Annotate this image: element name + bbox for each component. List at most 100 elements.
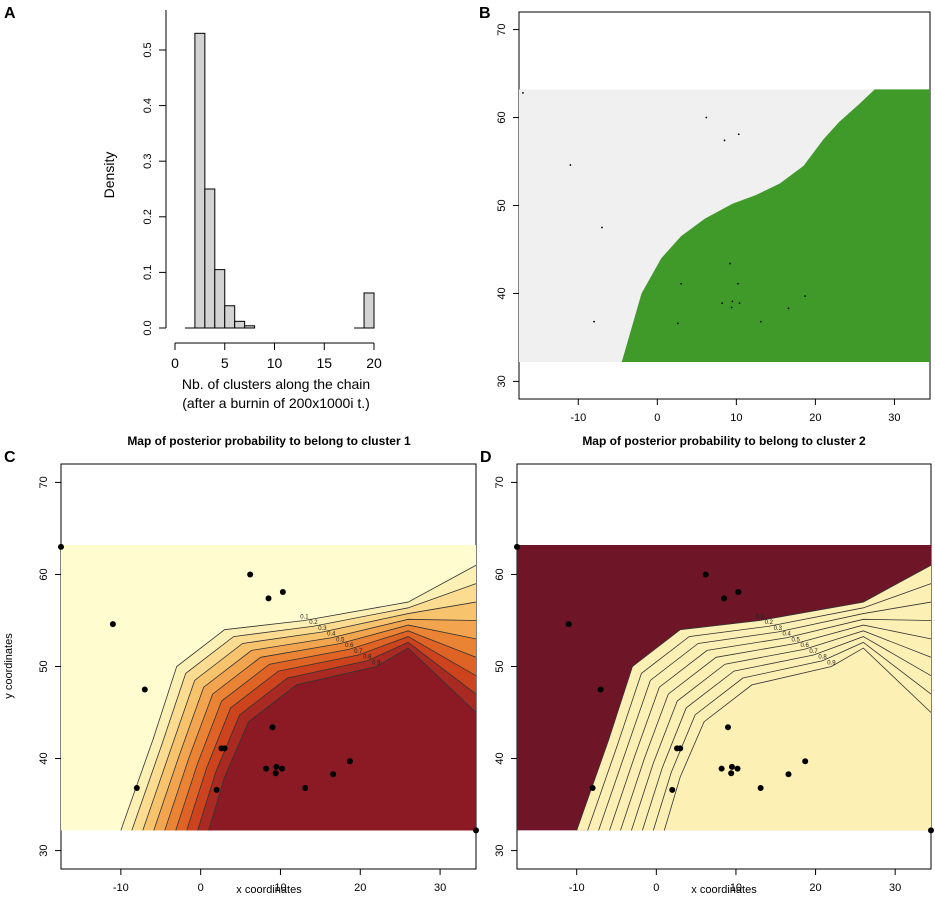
histogram-panel: 0.0 0.1 0.2 0.3 0.4 0.5 0 5 10 15 20 Density Nb. … bbox=[101, 10, 382, 411]
y-tick-label: 60 bbox=[494, 568, 506, 580]
histogram-bar bbox=[234, 320, 246, 329]
x-axis-label: Nb. of clusters along the chain bbox=[182, 376, 370, 392]
y-tick-label: 60 bbox=[38, 568, 50, 580]
y-tick-label: 40 bbox=[494, 752, 506, 764]
contour-line bbox=[131, 583, 477, 831]
x-axis-sublabel: (after a burnin of 200x1000i t.) bbox=[182, 395, 370, 411]
x-tick-label: -10 bbox=[569, 882, 585, 894]
contour-line bbox=[208, 647, 477, 831]
sample-point bbox=[514, 543, 520, 550]
contour-label: 0.7 bbox=[354, 649, 363, 655]
sample-point bbox=[263, 765, 270, 772]
sample-point bbox=[735, 588, 742, 595]
x-ticks: -10 0 10 20 30 bbox=[570, 399, 901, 424]
sample-point bbox=[133, 785, 140, 791]
x-tick-label: 0 bbox=[654, 412, 660, 424]
contour-line bbox=[652, 641, 932, 831]
contour-label: 0.6 bbox=[800, 643, 809, 649]
y-tick-label: 0.5 bbox=[142, 42, 154, 57]
probability-band bbox=[208, 648, 476, 831]
panel-label-c: C bbox=[4, 449, 16, 466]
posterior-map-cluster-2: Map of posterior probability to belong t… bbox=[494, 434, 934, 896]
sample-point bbox=[724, 724, 731, 731]
sample-point bbox=[721, 595, 727, 602]
y-tick-label: 0.2 bbox=[142, 209, 154, 224]
x-ticks: -10 0 10 20 30 bbox=[113, 869, 446, 894]
y-ticks: 30 40 50 60 70 bbox=[38, 476, 61, 857]
sample-point bbox=[729, 262, 731, 265]
contour-line bbox=[175, 630, 477, 831]
y-axis-label: Density bbox=[101, 152, 117, 199]
sample-point bbox=[247, 571, 254, 578]
cluster-map-panel: -10 0 10 20 30 30 40 50 60 70 bbox=[496, 11, 931, 424]
sample-point bbox=[221, 745, 228, 752]
sample-point bbox=[928, 827, 934, 834]
contour-label: 0.4 bbox=[327, 632, 336, 638]
contour-label: 0.5 bbox=[336, 637, 345, 643]
y-tick-label: 60 bbox=[496, 111, 508, 123]
sample-point bbox=[728, 763, 735, 770]
probability-map: 0.10.20.30.40.50.60.70.80.9 bbox=[58, 543, 479, 834]
sample-point bbox=[721, 302, 724, 305]
plot-title: Map of posterior probability to belong t… bbox=[582, 434, 866, 448]
contour-label: 0.5 bbox=[791, 637, 800, 643]
contour-label: 0.1 bbox=[300, 614, 309, 620]
sample-point bbox=[718, 765, 725, 772]
x-tick-label: 20 bbox=[809, 882, 821, 894]
probability-band bbox=[576, 565, 931, 831]
y-tick-label: 30 bbox=[494, 844, 506, 856]
contour-label: 0.9 bbox=[372, 661, 381, 667]
contour-label: 0.1 bbox=[756, 614, 765, 620]
sample-point bbox=[601, 226, 603, 229]
x-tick-label: 5 bbox=[221, 355, 229, 371]
sample-point bbox=[569, 164, 572, 166]
sample-point bbox=[589, 785, 596, 791]
sample-point bbox=[141, 686, 148, 693]
sample-point bbox=[730, 306, 733, 309]
contour-line bbox=[663, 647, 932, 831]
y-axis-label: y coordinates bbox=[3, 633, 15, 699]
contour-label: 0.4 bbox=[783, 632, 792, 638]
sample-point bbox=[723, 139, 726, 142]
sample-point bbox=[273, 763, 280, 770]
histogram-bar bbox=[363, 292, 375, 329]
sample-point bbox=[330, 771, 337, 778]
sample-point bbox=[473, 827, 479, 834]
contour-label: 0.2 bbox=[309, 620, 318, 626]
sample-point bbox=[593, 320, 595, 323]
y-tick-label: 30 bbox=[496, 375, 508, 387]
x-tick-label: -10 bbox=[570, 412, 586, 424]
panel-label-b: B bbox=[479, 5, 491, 22]
x-tick-label: 30 bbox=[888, 412, 900, 424]
sample-point bbox=[676, 322, 679, 325]
y-tick-label: 50 bbox=[38, 660, 50, 672]
x-tick-label: -10 bbox=[113, 882, 129, 894]
sample-point bbox=[279, 588, 286, 595]
x-tick-label: 30 bbox=[889, 882, 901, 894]
contour-line bbox=[153, 618, 477, 831]
x-tick-label: 20 bbox=[366, 355, 382, 371]
sample-point bbox=[109, 621, 116, 628]
posterior-map-cluster-1: Map of posterior probability to belong t… bbox=[3, 434, 479, 896]
sample-point bbox=[522, 92, 524, 94]
probability-map: 0.90.80.70.60.50.40.30.20.1 bbox=[514, 543, 934, 834]
x-axis-label: x coordinates bbox=[236, 884, 302, 896]
contour-line bbox=[609, 618, 932, 831]
y-tick-label: 50 bbox=[494, 660, 506, 672]
contour-label: 0.7 bbox=[809, 649, 818, 655]
x-ticks: 0 5 10 15 20 bbox=[171, 343, 382, 371]
panel-label-a: A bbox=[4, 5, 16, 22]
sample-point bbox=[565, 621, 572, 628]
sample-point bbox=[737, 282, 739, 285]
y-ticks: 30 40 50 60 70 bbox=[494, 476, 517, 857]
sample-point bbox=[213, 786, 220, 793]
contour-label: 0.9 bbox=[827, 661, 836, 667]
contour-line bbox=[587, 583, 932, 831]
x-tick-label: 10 bbox=[274, 882, 286, 894]
sample-point bbox=[269, 724, 276, 731]
sample-point bbox=[680, 282, 682, 285]
sample-point bbox=[702, 571, 709, 578]
y-ticks: 0.0 0.1 0.2 0.3 0.4 0.5 bbox=[142, 42, 166, 336]
contour-label: 0.3 bbox=[774, 626, 783, 632]
y-tick-label: 40 bbox=[496, 287, 508, 299]
